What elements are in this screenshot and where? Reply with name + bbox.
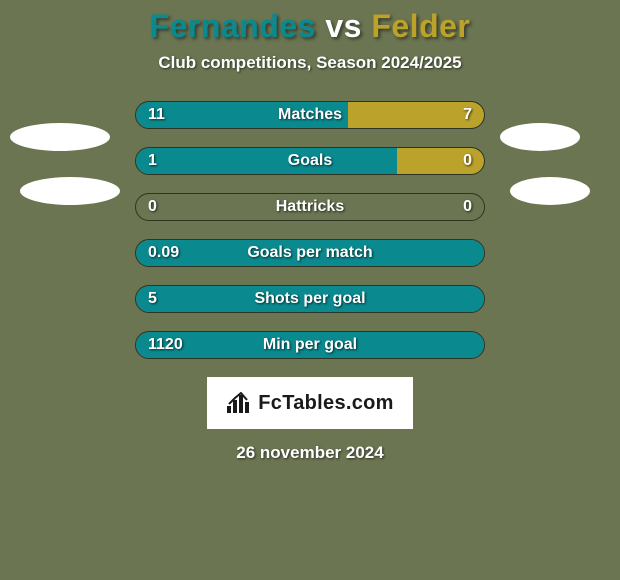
fill-left (136, 102, 348, 128)
stat-row: 5Shots per goal (135, 285, 485, 313)
avatar-placeholder (510, 177, 590, 205)
logo-text: FcTables.com (258, 392, 394, 415)
fill-left (136, 240, 484, 266)
fill-left (136, 332, 484, 358)
date: 26 november 2024 (0, 443, 620, 463)
row-label: Hattricks (136, 194, 484, 220)
logo-box: FcTables.com (207, 377, 413, 429)
fill-left (136, 286, 484, 312)
vs-text: vs (325, 8, 362, 44)
fill-left (136, 148, 397, 174)
stat-row: 0Hattricks0 (135, 193, 485, 221)
fill-right (397, 148, 484, 174)
avatar-placeholder (500, 123, 580, 151)
value-left: 0 (148, 194, 157, 220)
stat-row: 1120Min per goal (135, 331, 485, 359)
fill-right (348, 102, 484, 128)
bars-icon (226, 392, 252, 414)
stat-row: 1Goals0 (135, 147, 485, 175)
value-right: 0 (463, 194, 472, 220)
stat-row: 0.09Goals per match (135, 239, 485, 267)
avatar-placeholder (10, 123, 110, 151)
player1-name: Fernandes (150, 8, 316, 44)
stat-rows: 11Matches7 1Goals0 0Hattricks0 0.09Goals pe… (135, 101, 485, 359)
page-title: Fernandes vs Felder (0, 8, 620, 45)
avatar-placeholder (20, 177, 120, 205)
player2-name: Felder (371, 8, 470, 44)
subtitle: Club competitions, Season 2024/2025 (0, 53, 620, 73)
stat-row: 11Matches7 (135, 101, 485, 129)
comparison-card: Fernandes vs Felder Club competitions, S… (0, 0, 620, 580)
